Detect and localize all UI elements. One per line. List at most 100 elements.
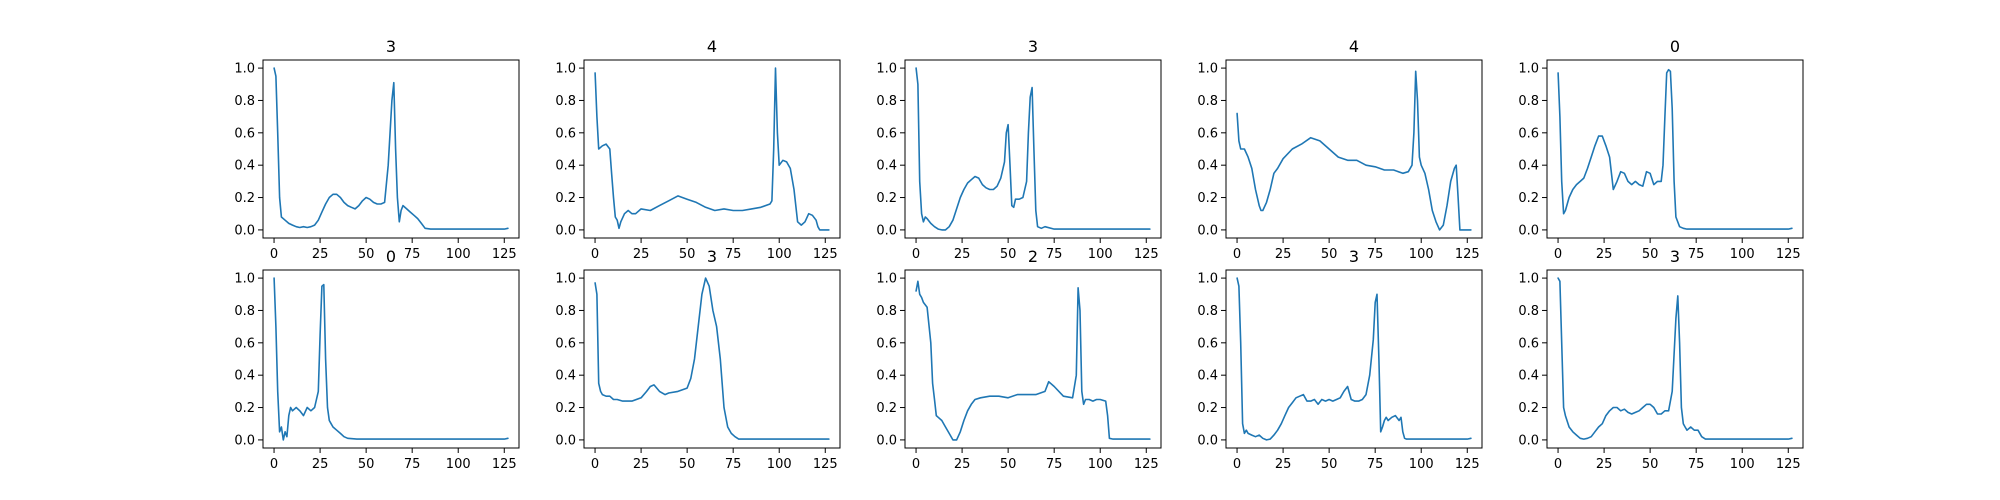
x-tick-label: 0 bbox=[270, 457, 278, 472]
x-tick-label: 75 bbox=[725, 457, 742, 472]
plot-area bbox=[583, 269, 841, 449]
y-tick-label: 0.6 bbox=[876, 126, 897, 141]
y-tick-label: 0.4 bbox=[876, 159, 897, 174]
subplot-title: 4 bbox=[1349, 37, 1359, 56]
x-tick-label: 0 bbox=[1554, 247, 1562, 262]
y-tick-label: 0.2 bbox=[1518, 191, 1539, 206]
x-tick-label: 100 bbox=[1409, 247, 1434, 262]
x-tick-label: 125 bbox=[813, 457, 838, 472]
x-tick-label: 100 bbox=[1730, 457, 1755, 472]
y-tick-label: 0.2 bbox=[1518, 401, 1539, 416]
x-tick-label: 125 bbox=[492, 247, 517, 262]
y-tick-label: 0.4 bbox=[555, 159, 576, 174]
subplot-title: 4 bbox=[707, 37, 717, 56]
x-tick-label: 100 bbox=[1730, 247, 1755, 262]
subplot-1: 3 0 25 50 75 100 125 0.0 0.2 0.4 0.6 0.8 1.0 bbox=[234, 37, 520, 262]
y-tick-label: 0.0 bbox=[1518, 223, 1539, 238]
y-tick-label: 0.8 bbox=[234, 94, 255, 109]
y-tick-label: 0.0 bbox=[1197, 223, 1218, 238]
x-tick-label: 50 bbox=[1321, 457, 1338, 472]
subplot-5: 0 0 25 50 75 100 125 0.0 0.2 0.4 0.6 0.8 1.0 bbox=[1518, 37, 1804, 262]
subplot-7: 3 0 25 50 75 100 125 0.0 0.2 0.4 0.6 0.8 1.0 bbox=[555, 247, 841, 472]
y-tick-label: 1.0 bbox=[876, 272, 897, 287]
y-tick-label: 0.4 bbox=[555, 369, 576, 384]
series-line bbox=[1557, 277, 1793, 440]
x-tick-label: 25 bbox=[312, 247, 329, 262]
series-line bbox=[915, 280, 1151, 441]
x-tick-label: 75 bbox=[1046, 247, 1063, 262]
x-tick-label: 0 bbox=[912, 457, 920, 472]
x-tick-label: 50 bbox=[679, 247, 696, 262]
x-tick-label: 125 bbox=[813, 247, 838, 262]
y-tick-label: 0.8 bbox=[876, 304, 897, 319]
y-tick-label: 0.8 bbox=[876, 94, 897, 109]
x-tick-label: 0 bbox=[1554, 457, 1562, 472]
y-tick-label: 0.6 bbox=[1197, 126, 1218, 141]
x-tick-label: 50 bbox=[1321, 247, 1338, 262]
y-tick-label: 0.6 bbox=[876, 336, 897, 351]
y-tick-label: 0.2 bbox=[234, 401, 255, 416]
x-tick-label: 125 bbox=[1455, 247, 1480, 262]
y-tick-label: 0.6 bbox=[1197, 336, 1218, 351]
plot-area bbox=[904, 59, 1162, 239]
x-tick-label: 75 bbox=[725, 247, 742, 262]
series-line bbox=[594, 277, 830, 440]
x-tick-label: 75 bbox=[404, 247, 421, 262]
x-tick-label: 50 bbox=[1642, 457, 1659, 472]
x-tick-label: 75 bbox=[1367, 247, 1384, 262]
series-line bbox=[273, 277, 509, 441]
x-tick-label: 0 bbox=[270, 247, 278, 262]
x-tick-label: 125 bbox=[1776, 247, 1801, 262]
y-tick-label: 0.2 bbox=[1197, 191, 1218, 206]
y-tick-label: 0.8 bbox=[1518, 94, 1539, 109]
subplot-6: 0 0 25 50 75 100 125 0.0 0.2 0.4 0.6 0.8 1.0 bbox=[234, 247, 520, 472]
y-tick-label: 0.6 bbox=[555, 336, 576, 351]
x-tick-label: 75 bbox=[1688, 457, 1705, 472]
y-tick-label: 1.0 bbox=[876, 62, 897, 77]
y-tick-label: 0.6 bbox=[555, 126, 576, 141]
subplot-title: 3 bbox=[386, 37, 396, 56]
y-tick-label: 0.0 bbox=[234, 223, 255, 238]
y-tick-label: 0.8 bbox=[1518, 304, 1539, 319]
subplot-title: 3 bbox=[707, 247, 717, 266]
plot-area bbox=[1225, 59, 1483, 239]
x-tick-label: 125 bbox=[492, 457, 517, 472]
y-tick-label: 0.4 bbox=[876, 369, 897, 384]
plot-area bbox=[262, 269, 520, 449]
subplot-8: 2 0 25 50 75 100 125 0.0 0.2 0.4 0.6 0.8 1.0 bbox=[876, 247, 1162, 472]
series-line bbox=[1557, 68, 1793, 230]
x-tick-label: 25 bbox=[633, 247, 650, 262]
x-tick-label: 125 bbox=[1776, 457, 1801, 472]
series-line bbox=[594, 67, 830, 231]
y-tick-label: 0.6 bbox=[1518, 126, 1539, 141]
x-tick-label: 125 bbox=[1134, 247, 1159, 262]
x-tick-label: 0 bbox=[591, 247, 599, 262]
x-tick-label: 100 bbox=[1088, 247, 1113, 262]
x-tick-label: 100 bbox=[1088, 457, 1113, 472]
x-tick-label: 125 bbox=[1134, 457, 1159, 472]
x-tick-label: 75 bbox=[1367, 457, 1384, 472]
y-tick-label: 1.0 bbox=[1518, 62, 1539, 77]
x-tick-label: 125 bbox=[1455, 457, 1480, 472]
y-tick-label: 0.8 bbox=[555, 304, 576, 319]
subplot-9: 3 0 25 50 75 100 125 0.0 0.2 0.4 0.6 0.8 1.0 bbox=[1197, 247, 1483, 472]
y-tick-label: 0.2 bbox=[876, 191, 897, 206]
x-tick-label: 0 bbox=[591, 457, 599, 472]
y-tick-label: 0.8 bbox=[1197, 304, 1218, 319]
x-tick-label: 75 bbox=[1688, 247, 1705, 262]
x-tick-label: 100 bbox=[767, 457, 792, 472]
y-tick-label: 0.4 bbox=[234, 159, 255, 174]
y-tick-label: 0.6 bbox=[234, 336, 255, 351]
subplot-title: 3 bbox=[1349, 247, 1359, 266]
x-tick-label: 100 bbox=[767, 247, 792, 262]
y-tick-label: 1.0 bbox=[555, 62, 576, 77]
y-tick-label: 0.0 bbox=[876, 433, 897, 448]
x-tick-label: 50 bbox=[1000, 457, 1017, 472]
x-tick-label: 100 bbox=[446, 247, 471, 262]
x-tick-label: 50 bbox=[679, 457, 696, 472]
y-tick-label: 1.0 bbox=[234, 62, 255, 77]
x-tick-label: 25 bbox=[1275, 247, 1292, 262]
y-tick-label: 1.0 bbox=[555, 272, 576, 287]
y-tick-label: 0.0 bbox=[1518, 433, 1539, 448]
subplot-title: 0 bbox=[386, 247, 396, 266]
